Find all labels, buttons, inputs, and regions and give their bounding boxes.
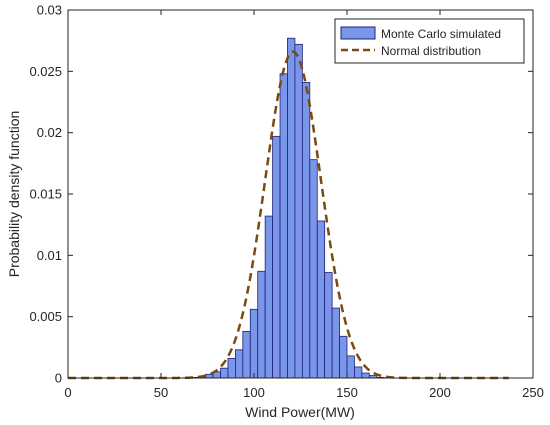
y-tick-label: 0.03	[37, 3, 62, 18]
histogram-bar	[205, 373, 214, 379]
y-tick-label: 0	[55, 371, 62, 386]
y-tick-label: 0.01	[37, 248, 62, 263]
x-tick-label: 50	[154, 385, 168, 400]
histogram-bar	[227, 357, 236, 379]
histogram-bar	[331, 307, 340, 379]
y-tick-label: 0.02	[37, 125, 62, 140]
legend-swatch-histogram	[340, 26, 376, 40]
y-tick-label: 0.025	[29, 64, 62, 79]
y-tick-label: 0.015	[29, 187, 62, 202]
x-tick-label: 100	[243, 385, 265, 400]
histogram-bar	[301, 81, 311, 379]
x-axis-ticks: 0 50 100 150 200 250	[64, 10, 544, 400]
histogram-bar	[279, 73, 288, 379]
x-axis-label: Wind Power(MW)	[245, 404, 355, 420]
histogram-bar	[294, 43, 303, 379]
histogram-bar	[309, 159, 318, 379]
legend-box	[334, 18, 525, 64]
histogram-bar	[361, 372, 370, 379]
histogram-bar	[220, 367, 229, 379]
histogram-bar	[242, 330, 251, 379]
histogram-bar	[249, 308, 259, 379]
histogram-bar	[287, 37, 296, 379]
y-tick-label: 0.005	[29, 309, 62, 324]
legend-label-curve: Normal distribution	[381, 44, 481, 58]
legend: Monte Carlo simulated Normal distributio…	[334, 18, 525, 64]
x-tick-label: 0	[64, 385, 71, 400]
histogram-bar	[354, 366, 363, 379]
x-tick-label: 150	[336, 385, 358, 400]
y-axis-label: Probability density function	[6, 111, 22, 278]
x-tick-label: 250	[522, 385, 544, 400]
x-tick-label: 200	[429, 385, 451, 400]
histogram-bar	[234, 349, 244, 379]
histogram-bar	[316, 220, 326, 379]
histogram-bar	[324, 272, 333, 379]
histogram-bar	[257, 270, 266, 379]
legend-label-histogram: Monte Carlo simulated	[381, 27, 501, 41]
histogram-bar	[346, 355, 355, 379]
histogram-bar	[264, 215, 274, 379]
y-axis-ticks: 0 0.005 0.01 0.015 0.02 0.025 0.03	[29, 3, 533, 386]
normal-distribution-curve	[68, 50, 509, 380]
histogram-bar	[339, 335, 348, 379]
histogram-bar	[272, 135, 281, 379]
